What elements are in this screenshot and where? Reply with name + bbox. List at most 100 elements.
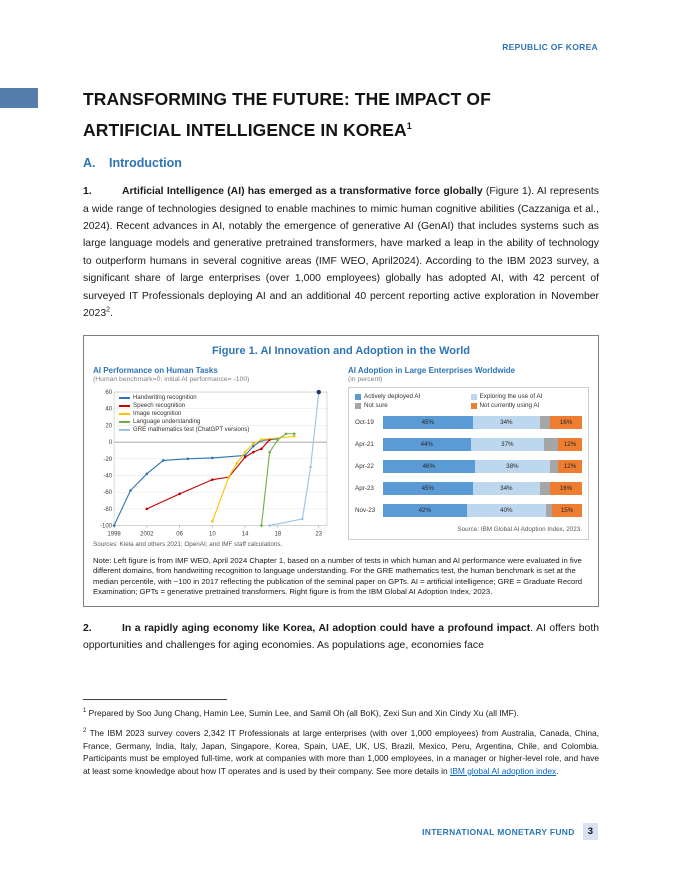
page-title-line2-text: ARTIFICIAL INTELLIGENCE IN KOREA	[83, 120, 407, 141]
footnote-1-text: Prepared by Soo Jung Chang, Hamin Lee, S…	[86, 708, 519, 718]
bar-segment	[544, 438, 559, 452]
legend-swatch	[355, 402, 361, 409]
legend-swatch	[470, 402, 477, 409]
paragraph-1-tail: .	[110, 307, 113, 319]
legend-label: Image recognition	[133, 410, 182, 418]
legend-label: Speech recognition	[133, 402, 186, 410]
page-footer: INTERNATIONAL MONETARY FUND 3	[422, 823, 598, 840]
footnote-2-text: The IBM 2023 survey covers 2,342 IT Prof…	[83, 728, 599, 776]
paragraph-2-lead-bold: In a rapidly aging economy like Korea, A…	[122, 622, 531, 634]
footnote-separator	[83, 699, 227, 700]
legend-swatch	[119, 396, 130, 399]
legend-item: Actively deployed AI	[355, 393, 467, 400]
legend-item: Speech recognition	[119, 402, 249, 409]
bar-track: 44% 37% 12%	[383, 438, 582, 452]
svg-text:0: 0	[109, 440, 113, 446]
legend-item: Not sure	[355, 402, 467, 409]
paragraph-1-lead-bold: Artificial Intelligence (AI) has emerged…	[122, 186, 483, 198]
legend-item: Exploring the use of AI	[470, 393, 583, 400]
page-content: TRANSFORMING THE FUTURE: THE IMPACT OF AR…	[83, 84, 599, 655]
section-letter: A.	[83, 156, 96, 171]
svg-text:-60: -60	[103, 490, 112, 496]
bar-track: 42% 40% 15%	[383, 504, 582, 518]
svg-text:2002: 2002	[140, 532, 154, 538]
svg-text:-20: -20	[103, 457, 112, 463]
page-number: 3	[582, 823, 598, 840]
bar-chart: Actively deployed AI Exploring the use of…	[348, 387, 589, 541]
footnote-1-marker: 1	[83, 708, 87, 715]
title-footnote-ref: 1	[406, 121, 412, 132]
svg-text:40: 40	[105, 407, 112, 413]
legend-item: GRE mathematics test (ChatGPT versions)	[119, 426, 249, 433]
figure-1-title: Figure 1. AI Innovation and Adoption in …	[211, 345, 471, 358]
legend-label: Not sure	[364, 402, 388, 410]
bar-category-label: Apr-22	[355, 463, 374, 471]
legend-item: Image recognition	[119, 410, 249, 417]
page-title: TRANSFORMING THE FUTURE: THE IMPACT OF AR…	[83, 84, 599, 146]
line-chart-panel: AI Performance on Human Tasks (Human ben…	[93, 366, 334, 548]
bar-row: Nov-23 42% 40% 15%	[355, 504, 582, 518]
paragraph-2: 2. In a rapidly aging economy like Korea,…	[83, 620, 599, 655]
bar-row: Apr-23 45% 34% 16%	[355, 482, 582, 496]
legend-swatch	[119, 404, 130, 407]
line-chart-source: Sources: Kiela and others 2021; OpenAI; …	[93, 540, 283, 548]
section-label: Introduction	[109, 156, 182, 171]
section-heading-introduction: A. Introduction	[83, 156, 599, 170]
line-chart-title: AI Performance on Human Tasks	[93, 366, 218, 376]
figure-1-note: Note: Left figure is from IMF WEO, April…	[93, 555, 583, 597]
line-chart: 60 40 20 0 -20 -40 -60 -80 -100 1998 2002 06 10 14 18 2…	[93, 386, 334, 539]
bar-segment	[540, 482, 551, 496]
figure-1-charts: AI Performance on Human Tasks (Human ben…	[93, 366, 589, 548]
bar-track: 45% 34% 16%	[383, 416, 582, 430]
legend-swatch	[119, 428, 130, 431]
bar-segment: 45%	[383, 416, 473, 430]
bar-row: Apr-21 44% 37% 12%	[355, 438, 582, 452]
bar-chart-rows: Oct-19 45% 34% 16% Apr-21 44% 37% 12% Apr-22 46% 3…	[355, 416, 582, 518]
legend-label: GRE mathematics test (ChatGPT versions)	[133, 426, 250, 434]
bar-segment: 12%	[558, 438, 582, 452]
legend-label: Handwriting recognition	[133, 394, 197, 402]
bar-segment: 16%	[550, 416, 582, 430]
bar-row: Oct-19 45% 34% 16%	[355, 416, 582, 430]
footnote-2-marker: 2	[83, 728, 87, 735]
bar-segment: 34%	[472, 482, 541, 496]
footer-org-label: INTERNATIONAL MONETARY FUND	[422, 826, 575, 837]
svg-text:-40: -40	[103, 474, 112, 480]
svg-text:-100: -100	[100, 524, 113, 530]
bar-category-label: Oct-19	[355, 419, 374, 427]
paragraph-1-text: (Figure 1). AI represents a wide range o…	[83, 186, 600, 319]
bar-segment: 15%	[552, 504, 582, 518]
legend-item: Not currently using AI	[470, 402, 583, 410]
bar-track: 46% 38% 12%	[383, 460, 582, 474]
legend-label: Actively deployed AI	[364, 393, 421, 401]
bar-segment: 40%	[466, 504, 547, 518]
bar-segment: 45%	[383, 482, 473, 496]
bar-category-label: Nov-23	[355, 507, 376, 515]
bar-segment: 16%	[550, 482, 582, 496]
page-header-country: REPUBLIC OF KOREA	[502, 42, 598, 52]
svg-text:18: 18	[274, 532, 281, 538]
footnotes-section: 1 Prepared by Soo Jung Chang, Hamin Lee,…	[83, 699, 599, 785]
legend-swatch	[470, 393, 477, 400]
svg-text:20: 20	[105, 424, 112, 430]
bar-row: Apr-22 46% 38% 12%	[355, 460, 582, 474]
svg-text:14: 14	[242, 532, 249, 538]
bar-track: 45% 34% 16%	[383, 482, 582, 496]
legend-swatch	[119, 412, 130, 415]
legend-swatch	[119, 420, 130, 423]
paragraph-1-number: 1.	[83, 186, 92, 198]
legend-label: Not currently using AI	[479, 402, 540, 410]
title-accent-bar	[0, 88, 38, 108]
svg-text:60: 60	[105, 390, 112, 396]
bar-segment	[550, 460, 559, 474]
bar-chart-source: Source: IBM Global AI Adoption Index, 20…	[457, 526, 582, 534]
footnote-ref-2: 2	[106, 306, 111, 314]
bar-segment	[540, 416, 551, 430]
footnote-1: 1 Prepared by Soo Jung Chang, Hamin Lee,…	[83, 707, 599, 719]
legend-label: Language understanding	[133, 418, 201, 426]
bar-chart-panel: AI Adoption in Large Enterprises Worldwi…	[348, 366, 589, 548]
line-chart-subtitle: (Human benchmark=0; initial AI performan…	[93, 376, 250, 384]
ibm-adoption-index-link[interactable]: IBM global AI adoption index	[450, 765, 557, 776]
legend-swatch	[355, 393, 361, 400]
